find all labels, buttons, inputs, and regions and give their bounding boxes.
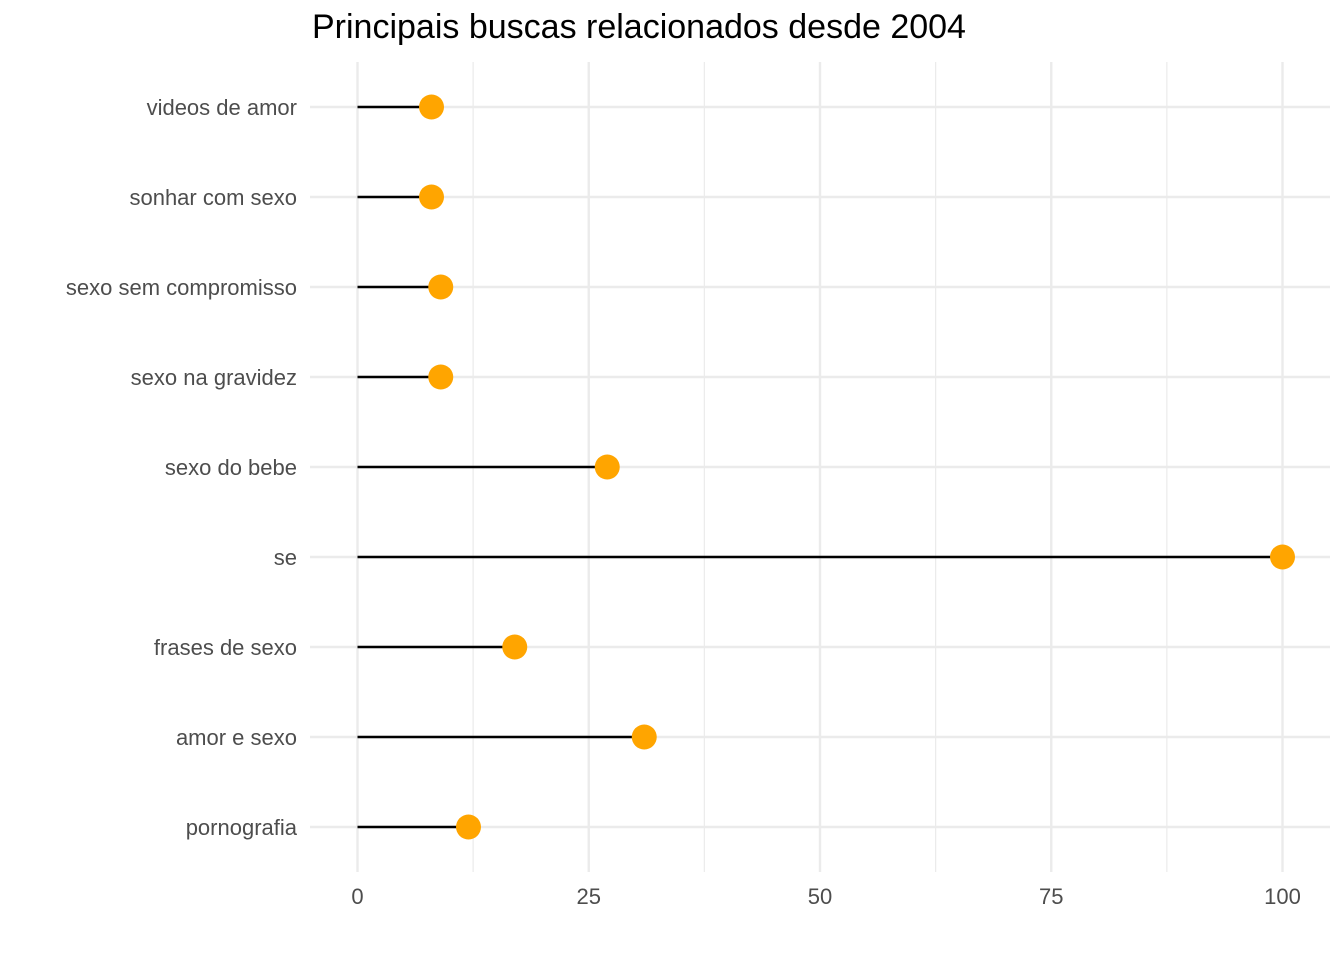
- y-tick-label: sexo na gravidez: [131, 365, 297, 390]
- lollipop-point: [419, 184, 444, 210]
- y-tick-label: frases de sexo: [154, 635, 297, 660]
- y-tick-label: sonhar com sexo: [129, 185, 297, 210]
- lollipop-point: [631, 724, 657, 750]
- y-tick-label: sexo do bebe: [165, 455, 297, 480]
- y-tick-label: se: [274, 545, 297, 570]
- x-tick-label: 50: [808, 884, 832, 909]
- y-tick-label: videos de amor: [147, 95, 297, 120]
- y-tick-label: sexo sem compromisso: [66, 275, 297, 300]
- x-tick-label: 100: [1264, 884, 1301, 909]
- lollipop-point: [594, 454, 620, 480]
- lollipop-point: [428, 274, 454, 300]
- lollipop-point: [456, 814, 481, 840]
- lollipop-point: [419, 94, 444, 120]
- x-axis-labels: 0 25 50 75 100: [351, 884, 1300, 909]
- x-tick-label: 75: [1039, 884, 1063, 909]
- y-axis-labels: pornografia amor e sexo frases de sexo se se…: [66, 95, 298, 840]
- lollipop-point: [428, 364, 454, 390]
- lollipop-points: [419, 94, 1295, 840]
- x-tick-label: 0: [351, 884, 363, 909]
- major-gridlines: [310, 62, 1330, 872]
- lollipop-point: [1270, 544, 1295, 570]
- x-tick-label: 25: [577, 884, 601, 909]
- y-tick-label: amor e sexo: [176, 725, 297, 750]
- chart-title: Principais buscas relacionados desde 200…: [312, 8, 966, 46]
- y-tick-label: pornografia: [186, 815, 298, 840]
- lollipop-point: [502, 634, 528, 660]
